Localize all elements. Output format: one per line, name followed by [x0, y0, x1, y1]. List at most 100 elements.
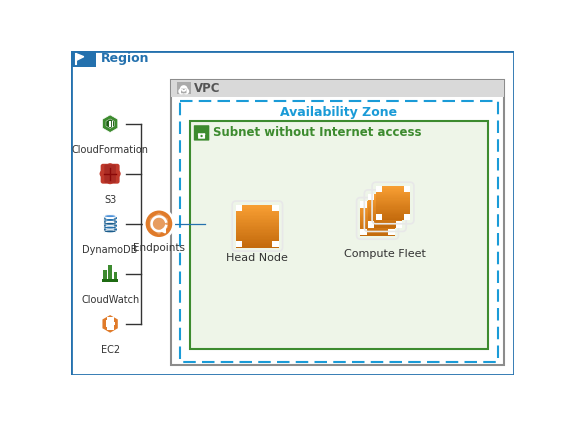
FancyBboxPatch shape	[376, 201, 410, 202]
FancyBboxPatch shape	[376, 196, 410, 198]
FancyBboxPatch shape	[107, 317, 114, 320]
FancyBboxPatch shape	[376, 210, 410, 211]
FancyBboxPatch shape	[181, 89, 187, 93]
FancyBboxPatch shape	[360, 201, 367, 208]
FancyBboxPatch shape	[236, 240, 279, 242]
FancyBboxPatch shape	[368, 210, 403, 211]
FancyBboxPatch shape	[368, 203, 403, 204]
FancyBboxPatch shape	[236, 215, 279, 216]
FancyBboxPatch shape	[368, 214, 403, 216]
FancyBboxPatch shape	[376, 216, 410, 217]
FancyBboxPatch shape	[368, 226, 403, 228]
FancyBboxPatch shape	[376, 189, 410, 191]
FancyBboxPatch shape	[376, 187, 410, 189]
FancyBboxPatch shape	[368, 221, 375, 228]
FancyBboxPatch shape	[368, 208, 403, 210]
FancyBboxPatch shape	[368, 218, 403, 220]
Ellipse shape	[104, 226, 116, 229]
FancyBboxPatch shape	[360, 233, 395, 234]
FancyBboxPatch shape	[236, 222, 279, 224]
FancyBboxPatch shape	[102, 279, 118, 282]
FancyBboxPatch shape	[360, 207, 395, 208]
FancyBboxPatch shape	[106, 322, 115, 325]
Circle shape	[200, 135, 203, 137]
FancyBboxPatch shape	[180, 101, 497, 362]
FancyBboxPatch shape	[376, 200, 410, 201]
FancyBboxPatch shape	[360, 205, 395, 206]
FancyBboxPatch shape	[190, 121, 488, 349]
FancyBboxPatch shape	[376, 191, 410, 192]
FancyBboxPatch shape	[360, 229, 367, 235]
Circle shape	[106, 177, 114, 184]
Ellipse shape	[104, 230, 116, 233]
FancyBboxPatch shape	[368, 221, 403, 222]
FancyBboxPatch shape	[376, 188, 410, 190]
FancyBboxPatch shape	[368, 200, 403, 201]
FancyBboxPatch shape	[360, 227, 395, 229]
Ellipse shape	[104, 218, 116, 221]
Ellipse shape	[104, 222, 116, 225]
FancyBboxPatch shape	[272, 241, 279, 247]
FancyBboxPatch shape	[368, 205, 403, 207]
FancyBboxPatch shape	[368, 223, 403, 225]
FancyBboxPatch shape	[236, 223, 279, 225]
FancyBboxPatch shape	[360, 232, 395, 234]
FancyBboxPatch shape	[360, 222, 395, 223]
FancyBboxPatch shape	[171, 80, 504, 365]
FancyBboxPatch shape	[376, 204, 410, 205]
FancyBboxPatch shape	[368, 216, 403, 218]
FancyBboxPatch shape	[376, 212, 410, 213]
FancyBboxPatch shape	[236, 226, 279, 228]
Ellipse shape	[104, 215, 116, 218]
FancyBboxPatch shape	[236, 243, 279, 245]
FancyBboxPatch shape	[236, 230, 279, 232]
FancyBboxPatch shape	[360, 208, 395, 210]
Circle shape	[144, 209, 174, 238]
FancyBboxPatch shape	[368, 194, 375, 200]
FancyBboxPatch shape	[236, 239, 279, 240]
FancyBboxPatch shape	[376, 214, 410, 216]
FancyBboxPatch shape	[368, 196, 403, 197]
FancyBboxPatch shape	[360, 234, 395, 236]
FancyBboxPatch shape	[368, 210, 403, 212]
FancyBboxPatch shape	[360, 214, 395, 216]
FancyBboxPatch shape	[360, 231, 395, 232]
FancyBboxPatch shape	[107, 328, 114, 330]
Ellipse shape	[104, 215, 116, 218]
FancyBboxPatch shape	[368, 206, 403, 208]
FancyBboxPatch shape	[236, 234, 279, 236]
FancyBboxPatch shape	[376, 193, 410, 195]
FancyBboxPatch shape	[368, 215, 403, 217]
FancyBboxPatch shape	[368, 204, 403, 205]
FancyBboxPatch shape	[71, 51, 514, 375]
Text: EC2: EC2	[100, 345, 120, 355]
Polygon shape	[102, 115, 118, 133]
FancyBboxPatch shape	[368, 198, 403, 200]
FancyBboxPatch shape	[236, 245, 279, 246]
FancyBboxPatch shape	[103, 270, 107, 279]
FancyBboxPatch shape	[360, 210, 395, 212]
FancyBboxPatch shape	[368, 202, 403, 203]
FancyBboxPatch shape	[360, 203, 395, 204]
FancyBboxPatch shape	[360, 230, 395, 231]
FancyBboxPatch shape	[368, 224, 403, 226]
Circle shape	[99, 170, 107, 177]
FancyBboxPatch shape	[360, 226, 395, 228]
FancyBboxPatch shape	[360, 209, 395, 211]
FancyBboxPatch shape	[376, 211, 410, 213]
FancyBboxPatch shape	[236, 212, 279, 214]
FancyBboxPatch shape	[404, 186, 410, 192]
FancyBboxPatch shape	[360, 218, 395, 220]
FancyBboxPatch shape	[368, 197, 403, 199]
FancyBboxPatch shape	[100, 164, 119, 184]
Text: VPC: VPC	[194, 82, 220, 95]
FancyBboxPatch shape	[376, 218, 410, 219]
FancyBboxPatch shape	[360, 217, 395, 219]
FancyBboxPatch shape	[104, 216, 116, 232]
FancyBboxPatch shape	[360, 225, 395, 226]
Text: Head Node: Head Node	[227, 253, 288, 264]
FancyBboxPatch shape	[198, 133, 205, 139]
Text: Availability Zone: Availability Zone	[280, 107, 397, 120]
FancyBboxPatch shape	[376, 192, 410, 193]
FancyBboxPatch shape	[376, 216, 410, 218]
